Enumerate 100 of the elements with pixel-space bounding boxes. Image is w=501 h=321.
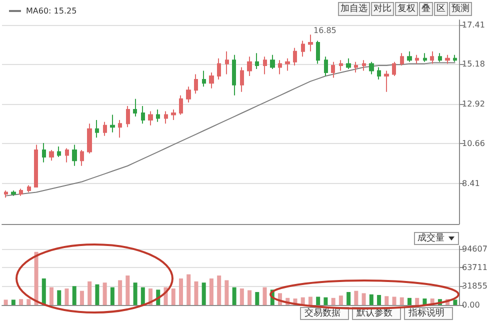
bar [392, 296, 396, 305]
candlestick [95, 120, 99, 138]
candlestick [126, 105, 130, 128]
bar [194, 281, 198, 305]
candlestick [316, 40, 320, 64]
candlestick [87, 123, 92, 154]
bar [19, 299, 24, 305]
candlestick [423, 52, 427, 62]
candlestick [57, 146, 61, 158]
bar [224, 280, 229, 305]
candlestick [148, 110, 153, 126]
bar [324, 297, 328, 305]
bar [110, 287, 114, 305]
bar [232, 287, 236, 305]
y-tick-label: 15.18 [462, 60, 485, 69]
y-tick-label: 94607 [462, 244, 488, 254]
text: 预测 [452, 3, 470, 14]
bar [369, 294, 374, 305]
candlestick [202, 70, 206, 88]
candlestick [247, 56, 252, 77]
bar [377, 294, 382, 305]
bar [240, 288, 244, 305]
candlestick [270, 54, 275, 70]
candlestick [308, 34, 313, 52]
bar [248, 290, 252, 305]
bar [102, 282, 107, 305]
bar [346, 292, 351, 305]
candlestick [339, 60, 343, 72]
bar [400, 297, 404, 305]
candlestick [255, 52, 259, 70]
candlestick [133, 98, 137, 118]
candlestick [400, 52, 404, 66]
text: 成交量 [418, 232, 444, 244]
candlestick [438, 52, 442, 62]
candlestick [110, 114, 115, 133]
candlestick [118, 120, 122, 138]
y-tick-label: 31855 [462, 282, 488, 291]
text: 加自选 [340, 3, 368, 14]
text: 区 [436, 3, 446, 14]
bar [126, 276, 130, 305]
bar [186, 274, 191, 305]
bar [26, 299, 31, 305]
candlestick [156, 108, 160, 122]
bar [331, 298, 336, 305]
candlestick [225, 50, 229, 75]
text: 默认参数 [356, 308, 392, 318]
candlestick [4, 190, 8, 198]
text: 对比 [374, 3, 392, 14]
candlestick [362, 60, 366, 72]
candlestick [103, 121, 107, 136]
candlestick [369, 61, 374, 75]
candlestick [65, 148, 69, 163]
y-tick-label: 0.00 [462, 300, 480, 310]
candlestick [377, 66, 381, 80]
bar [118, 280, 122, 305]
candlestick [49, 150, 54, 162]
bar [171, 288, 176, 305]
line-series [5, 62, 456, 196]
bar [88, 281, 92, 305]
candlestick [263, 56, 267, 75]
candlestick [240, 66, 244, 92]
candlestick [407, 50, 412, 62]
bar [50, 287, 54, 305]
candlestick [80, 150, 84, 166]
annotation: 16.85 [313, 26, 336, 36]
candlestick [354, 61, 358, 73]
bar [72, 286, 76, 305]
y-tick-label: 12.92 [462, 99, 485, 108]
bar [255, 292, 260, 305]
y-tick-label: 63711 [462, 262, 488, 272]
candlestick [415, 54, 419, 64]
candlestick [164, 110, 168, 124]
candlestick [285, 58, 290, 72]
bar [362, 293, 366, 305]
text: 交易数据 [304, 308, 340, 318]
bar [95, 284, 100, 305]
legend-label: MA60: 15.25 [26, 6, 77, 16]
candlestick [141, 105, 145, 124]
candlestick [34, 144, 38, 188]
text: 叠 [422, 3, 430, 14]
candlestick [232, 54, 236, 96]
bar [57, 290, 62, 305]
candlestick [384, 70, 389, 92]
bar [338, 296, 343, 305]
candlestick [186, 86, 191, 103]
candlestick [179, 94, 183, 116]
y-tick-label: 10.66 [462, 139, 485, 148]
bar [453, 300, 458, 305]
candlestick [453, 54, 457, 62]
candlestick [392, 61, 396, 77]
candlestick [11, 190, 16, 196]
candlestick [278, 60, 282, 75]
bar [209, 278, 214, 305]
bar [80, 290, 84, 305]
bar [64, 288, 69, 305]
candlestick [346, 58, 351, 70]
candlestick [445, 54, 450, 64]
candlestick [301, 40, 305, 58]
bar [354, 290, 358, 305]
bar [262, 287, 267, 305]
